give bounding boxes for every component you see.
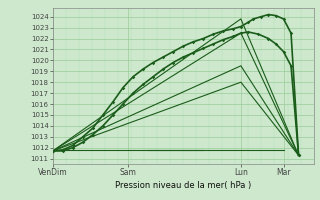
X-axis label: Pression niveau de la mer( hPa ): Pression niveau de la mer( hPa ) [115, 181, 251, 190]
